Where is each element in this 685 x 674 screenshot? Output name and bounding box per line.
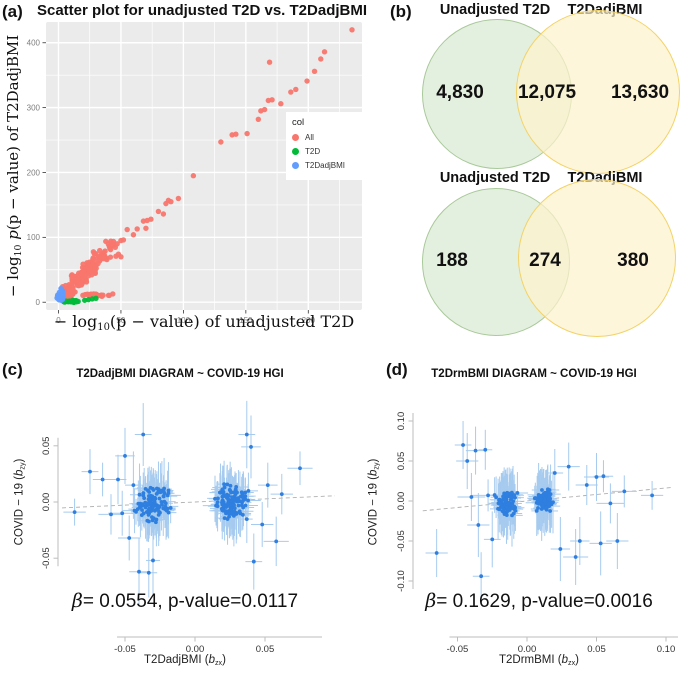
svg-text:100: 100 (177, 316, 191, 325)
panel-b-label: (b) (390, 2, 412, 21)
panel-a-y-axis-label: − log10 p(p − value) of T2DadjBMI (4, 34, 24, 298)
venn2-left-value: 188 (436, 250, 468, 271)
axes: -0.05 0.00 0.05 0.10 -0.10 -0.05 0.00 0.05 0.10 (396, 412, 678, 655)
svg-text:100: 100 (27, 233, 41, 242)
legend-item-t2dadjbmi: T2DadjBMI (292, 161, 364, 170)
svg-text:-0.05: -0.05 (396, 530, 407, 552)
panel-d-label: (d) (386, 360, 408, 379)
beta-symbol: β (425, 590, 437, 612)
legend-label-t2dadjbmi: T2DadjBMI (305, 161, 346, 170)
svg-text:0: 0 (36, 298, 41, 307)
panel-a: (a) Scatter plot for unadjusted T2D vs. … (0, 0, 385, 352)
svg-text:-0.05: -0.05 (447, 644, 469, 655)
svg-text:0.05: 0.05 (396, 452, 407, 471)
venn1-overlap-value: 12,075 (517, 82, 577, 103)
panel-c: (c) T2DadjBMI DIAGRAM ~ COVID-19 HGI -0.… (0, 354, 344, 674)
svg-text:0.00: 0.00 (518, 644, 537, 655)
panel-a-label: (a) (2, 2, 23, 21)
scatter-d-chart: -0.05 0.00 0.05 0.10 -0.10 -0.05 0.00 0.05 0.10 (396, 412, 678, 655)
panel-d-beta-annotation: β= 0.1629, p-value=0.0016 (404, 590, 674, 613)
svg-text:0.05: 0.05 (587, 644, 606, 655)
axis-ticks: 0 50 100 150 200 0 100 200 300 400 (27, 39, 316, 325)
data-points (434, 443, 654, 579)
svg-text:-0.05: -0.05 (114, 644, 136, 655)
venn1-right-value: 13,630 (610, 82, 670, 103)
venn-diagram-genes: Unadjusted T2D T2DadjBMI 188 274 380 (390, 168, 685, 340)
panel-c-title: T2DadjBMI DIAGRAM ~ COVID-19 HGI (76, 368, 284, 380)
panel-c-label: (c) (2, 360, 23, 379)
svg-text:0.00: 0.00 (41, 493, 52, 512)
panel-d-y-axis-label: COVID − 19 (bzy) (367, 458, 381, 546)
venn1-left-label: Unadjusted T2D (439, 2, 551, 18)
venn2-overlap-value: 274 (529, 250, 561, 271)
panel-c-x-axis-label: T2DadjBMI (bzx) (144, 654, 226, 668)
venn1-right-circle (516, 10, 680, 174)
svg-text:50: 50 (116, 316, 125, 325)
svg-text:400: 400 (27, 39, 41, 48)
legend-item-t2d: T2D (292, 147, 364, 156)
data-points (72, 432, 302, 575)
scatter-a-chart: 0 50 100 150 200 0 100 200 300 400 (27, 22, 362, 325)
legend-label-t2d: T2D (305, 147, 321, 156)
panel-a-title: Scatter plot for unadjusted T2D vs. T2Da… (36, 2, 368, 19)
venn2-right-value: 380 (617, 250, 649, 271)
venn2-right-circle (518, 179, 676, 337)
panel-b: (b) Unadjusted T2D T2DadjBMI 4,830 12,07… (390, 0, 685, 352)
svg-text:0.05: 0.05 (256, 644, 275, 655)
legend-dot-all-icon (292, 134, 299, 141)
error-bars (63, 400, 313, 606)
venn-diagram-snps: Unadjusted T2D T2DadjBMI 4,830 12,075 13… (390, 0, 685, 174)
panel-c-beta-annotation: β= 0.0554, p-value=0.0117 (50, 590, 320, 613)
svg-text:-0.10: -0.10 (396, 570, 407, 592)
svg-text:0.05: 0.05 (41, 437, 52, 456)
svg-text:0.00: 0.00 (396, 492, 407, 511)
trend-line (61, 495, 336, 509)
error-bars (425, 421, 664, 601)
panel-c-y-axis-label: COVID − 19 (bzy) (13, 458, 27, 546)
svg-text:-0.05: -0.05 (41, 547, 52, 569)
panel-d: (d) T2DrmBMI DIAGRAM ~ COVID-19 HGI -0.0… (344, 354, 685, 674)
beta-text: = 0.0554, p-value=0.0117 (82, 591, 299, 612)
svg-text:150: 150 (239, 316, 253, 325)
svg-text:0.10: 0.10 (396, 412, 407, 431)
data-points (54, 27, 355, 306)
svg-text:0.00: 0.00 (186, 644, 205, 655)
svg-text:200: 200 (27, 168, 41, 177)
venn2-left-label: Unadjusted T2D (439, 170, 551, 186)
legend-item-all: All (292, 133, 364, 142)
svg-text:0: 0 (56, 316, 61, 325)
svg-text:300: 300 (27, 103, 41, 112)
scatter-c-chart: -0.05 0.00 0.05 -0.05 0.00 0.05 (41, 400, 336, 655)
legend-label-all: All (305, 133, 314, 142)
legend-a: col All T2D T2DadjBMI (286, 112, 370, 180)
beta-text: = 0.1629, p-value=0.0016 (436, 591, 653, 612)
axes: -0.05 0.00 0.05 -0.05 0.00 0.05 (41, 437, 322, 655)
legend-dot-t2d-icon (292, 148, 299, 155)
venn1-left-value: 4,830 (436, 82, 484, 103)
panel-d-x-axis-label: T2DrmBMI (bzx) (499, 654, 579, 668)
panel-a-x-axis-label: − log10(p − value) of unadjusted T2D (53, 312, 355, 333)
panel-d-title: T2DrmBMI DIAGRAM ~ COVID-19 HGI (431, 368, 637, 380)
legend-dot-t2dadjbmi-icon (292, 162, 299, 169)
beta-symbol: β (71, 590, 83, 612)
legend-a-title: col (292, 117, 305, 128)
svg-text:200: 200 (302, 316, 316, 325)
svg-text:0.10: 0.10 (657, 644, 676, 655)
